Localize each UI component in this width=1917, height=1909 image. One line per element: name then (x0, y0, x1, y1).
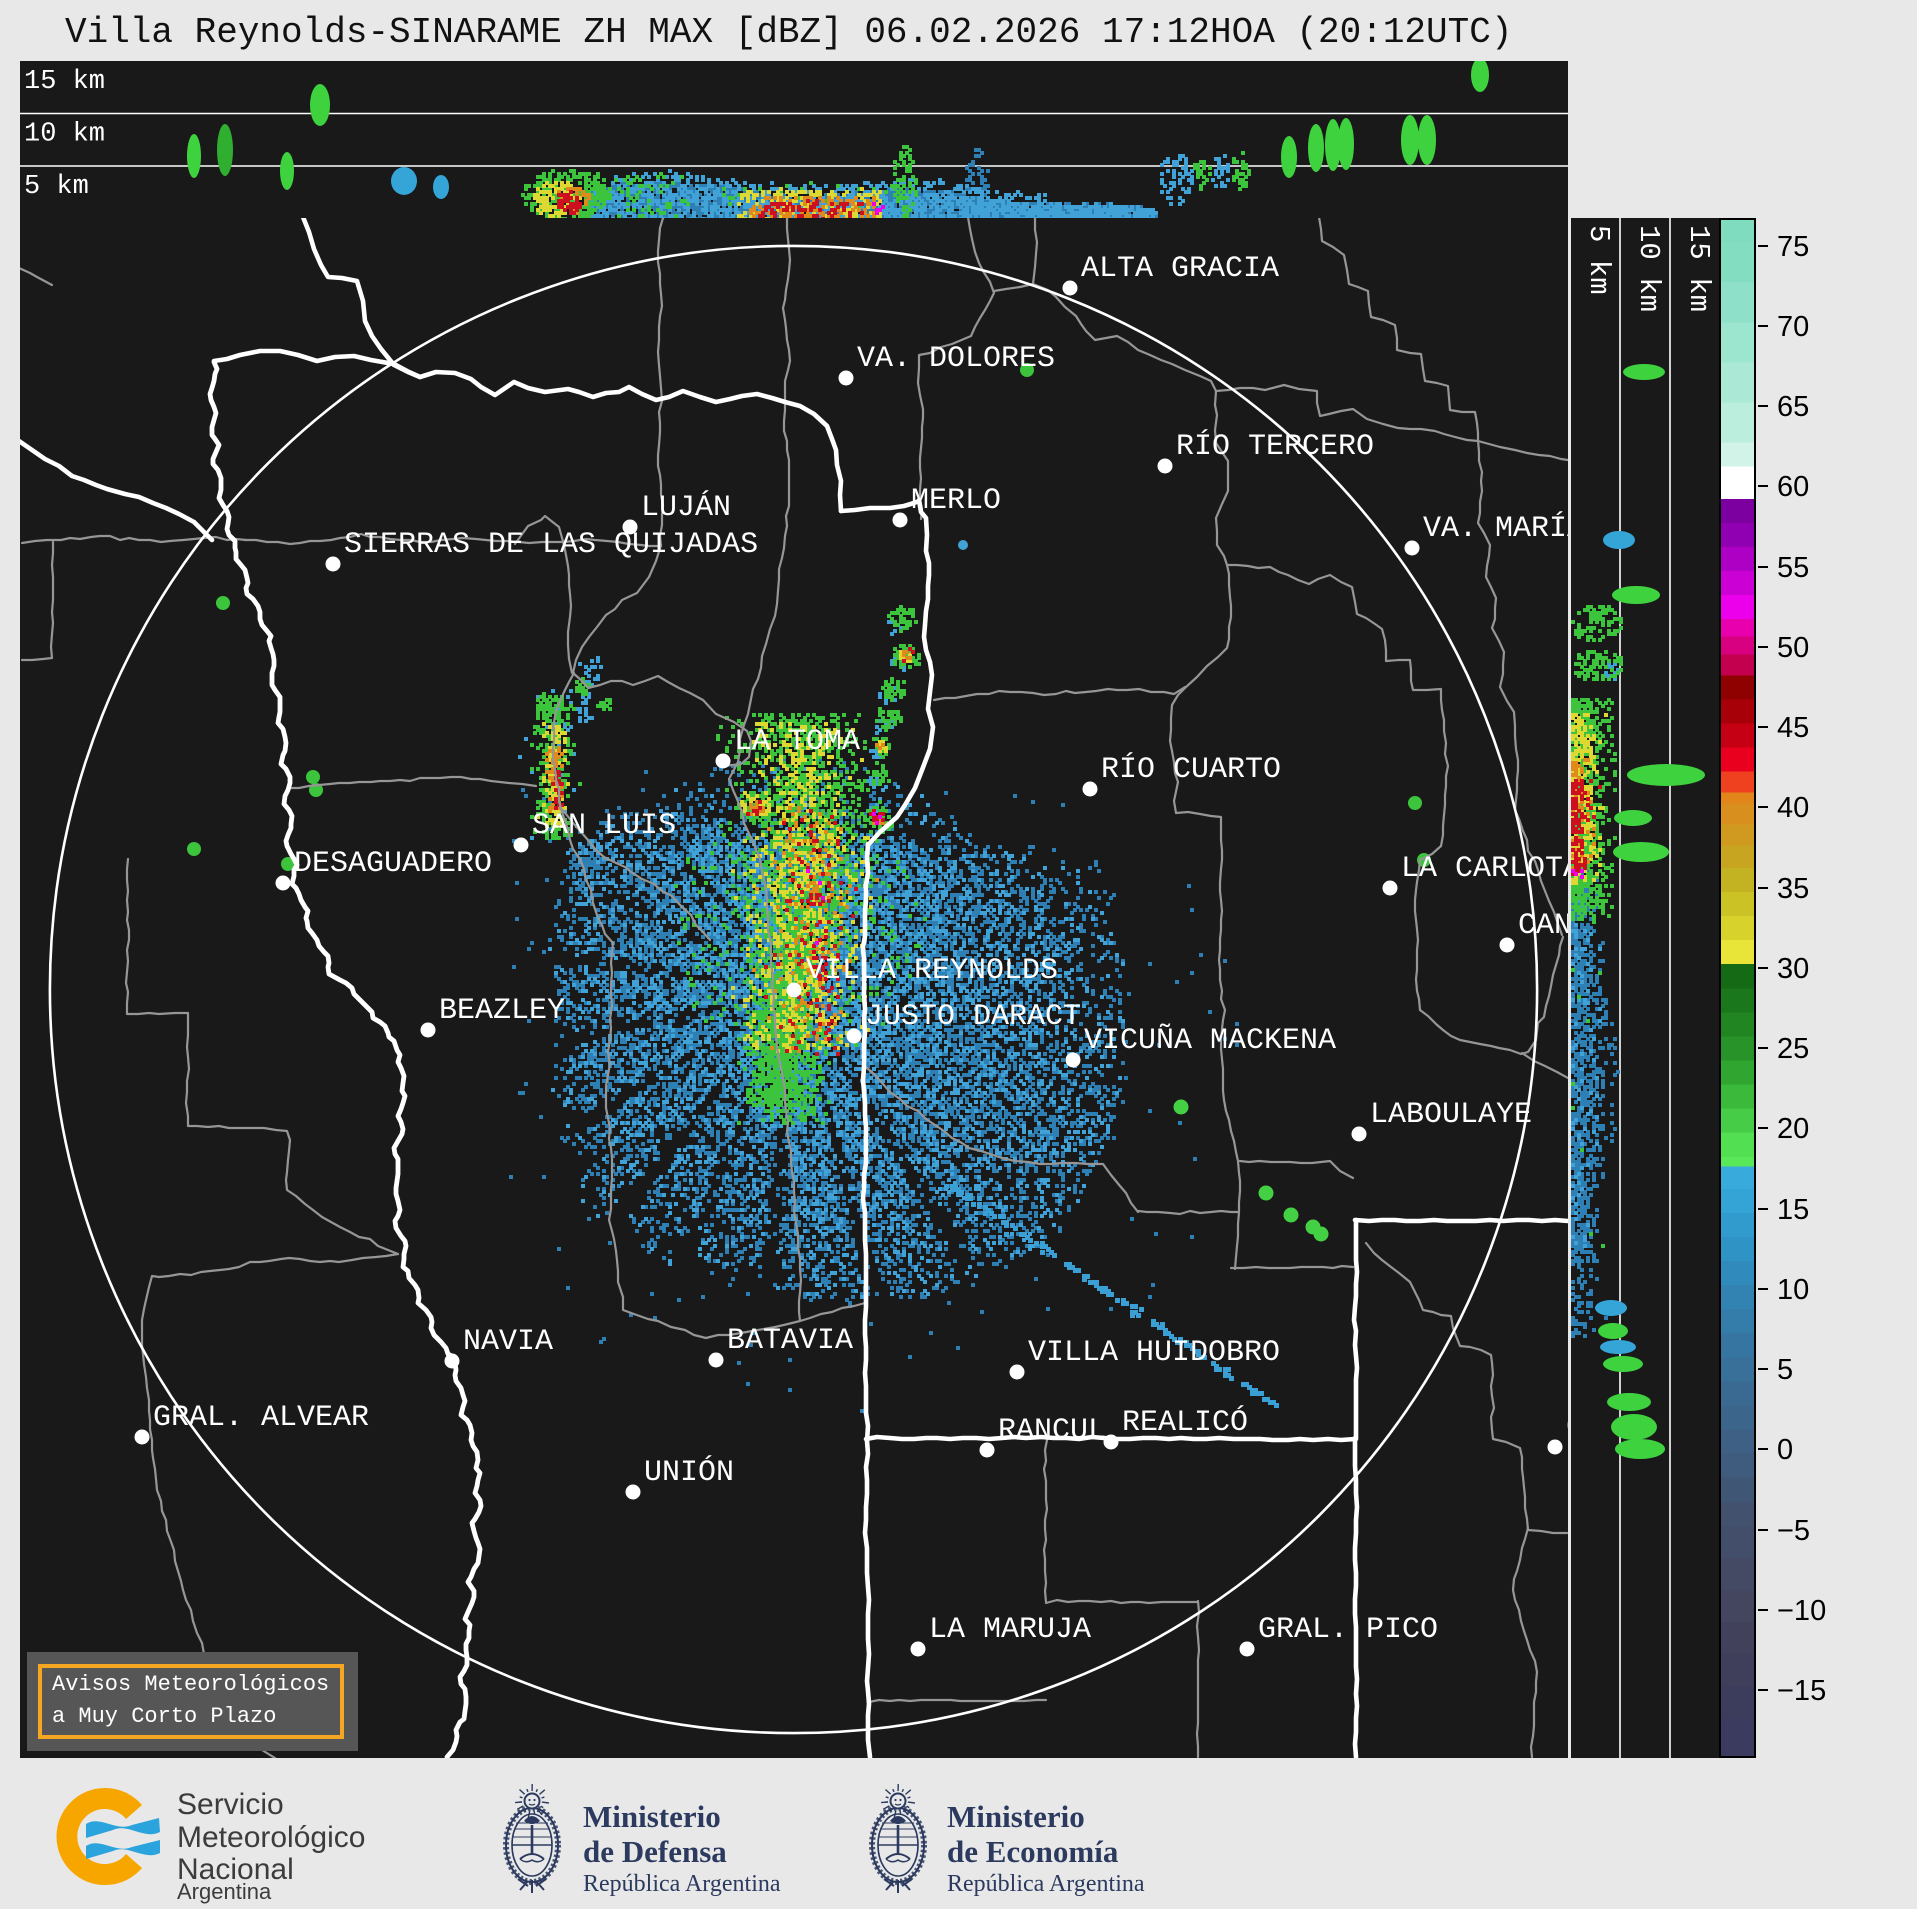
svg-text:5 km: 5 km (24, 172, 89, 202)
svg-text:LA MARUJA: LA MARUJA (929, 1613, 1091, 1647)
svg-text:ALTA GRACIA: ALTA GRACIA (1081, 252, 1279, 286)
svg-text:LUJÁN: LUJÁN (641, 490, 731, 525)
svg-text:VILLA REYNOLDS: VILLA REYNOLDS (806, 954, 1058, 988)
svg-text:GRAL. PICO: GRAL. PICO (1258, 1613, 1438, 1647)
svg-text:LA TOMA: LA TOMA (734, 725, 860, 759)
svg-text:VA. MARÍA: VA. MARÍA (1423, 511, 1568, 546)
svg-text:NAVIA: NAVIA (463, 1325, 553, 1359)
svg-text:RÍO TERCERO: RÍO TERCERO (1176, 429, 1374, 464)
svg-text:BEAZLEY: BEAZLEY (439, 994, 565, 1028)
svg-text:VA. DOLORES: VA. DOLORES (857, 342, 1055, 376)
svg-text:LABOULAYE: LABOULAYE (1370, 1098, 1532, 1132)
svg-text:15 km: 15 km (24, 67, 105, 97)
svg-text:GRAL. ALVEAR: GRAL. ALVEAR (153, 1401, 369, 1435)
svg-text:BATAVIA: BATAVIA (727, 1324, 853, 1358)
svg-text:VICUÑA MACKENA: VICUÑA MACKENA (1084, 1023, 1336, 1058)
svg-text:RÍO CUARTO: RÍO CUARTO (1101, 752, 1281, 787)
svg-text:LA CARLOTA: LA CARLOTA (1401, 852, 1568, 886)
svg-text:DESAGUADERO: DESAGUADERO (294, 847, 492, 881)
svg-text:SAN LUIS: SAN LUIS (532, 809, 676, 843)
svg-text:10 km: 10 km (1632, 225, 1665, 312)
svg-text:UNIÓN: UNIÓN (644, 1455, 734, 1490)
svg-text:MERLO: MERLO (911, 484, 1001, 518)
svg-text:CANALS: CANALS (1518, 909, 1568, 943)
svg-text:SIERRAS DE LAS QUIJADAS: SIERRAS DE LAS QUIJADAS (344, 528, 758, 562)
svg-text:15 km: 15 km (1682, 225, 1715, 312)
svg-text:VILLA HUIDOBRO: VILLA HUIDOBRO (1028, 1336, 1280, 1370)
svg-text:JUSTO DARACT: JUSTO DARACT (865, 1000, 1081, 1034)
svg-text:REALICÓ: REALICÓ (1122, 1405, 1248, 1440)
svg-text:5 km: 5 km (1582, 225, 1615, 295)
svg-text:10 km: 10 km (24, 120, 105, 150)
svg-text:RANCUL: RANCUL (998, 1414, 1106, 1448)
svg-text:GRAL. VILLEGAS: GRAL. VILLEGAS (1566, 1411, 1568, 1445)
